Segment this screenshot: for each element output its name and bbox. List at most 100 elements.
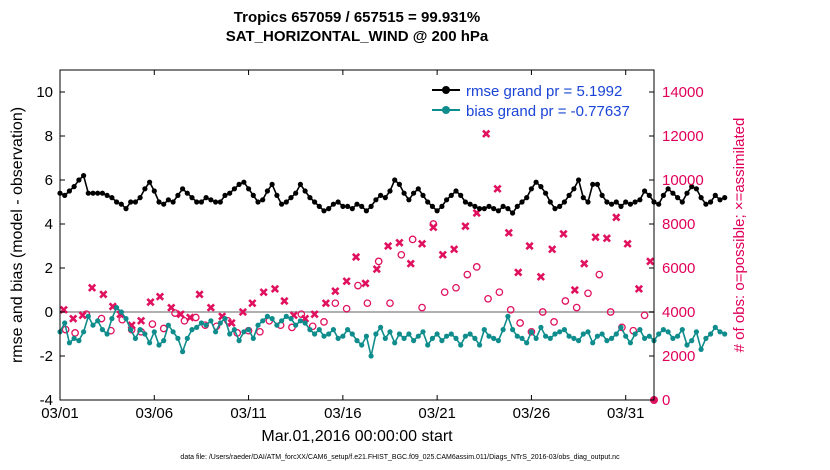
bias-marker [467, 331, 473, 337]
rmse-marker [255, 199, 261, 205]
rmse-marker [387, 188, 393, 194]
obs-possible-marker [397, 250, 406, 259]
obs-assimilated-stroke [482, 129, 491, 138]
rmse-marker [415, 186, 421, 192]
obs-possible-marker [386, 299, 394, 308]
obs-possible-marker [418, 303, 426, 312]
bias-marker [594, 333, 601, 339]
rmse-marker [698, 195, 704, 201]
bias-marker [722, 331, 728, 337]
rmse-marker [599, 192, 605, 198]
bias-marker [439, 338, 445, 344]
obs-assimilated-marker [310, 310, 319, 319]
rmse-marker [326, 206, 332, 212]
rmse-marker [208, 197, 214, 203]
bias-marker [297, 318, 303, 324]
obs-assimilated-stroke [342, 277, 351, 286]
rmse-marker [519, 199, 525, 205]
rmse-marker [236, 181, 242, 187]
rmse-marker [632, 199, 638, 205]
bias-marker [175, 335, 181, 341]
obs-assimilated-stroke [591, 233, 600, 242]
bias-marker [104, 331, 110, 337]
obs-assimilated-marker [146, 297, 155, 307]
bias-marker [165, 322, 171, 328]
obs-assimilated-stroke [185, 313, 195, 322]
bias-marker [637, 327, 643, 333]
y-tick-label: 8 [45, 128, 53, 145]
obs-assimilated-stroke [612, 213, 621, 222]
rmse-marker [293, 190, 299, 196]
rmse-marker [514, 203, 520, 209]
rmse-marker [703, 201, 709, 207]
bias-marker [425, 342, 431, 348]
obs-possible-marker [320, 318, 328, 326]
obs-assimilated-marker [461, 222, 470, 231]
y-axis-left: -4 -2 0 2 4 6 8 10 [36, 84, 65, 409]
rmse-marker [85, 190, 91, 196]
bias-marker [717, 329, 723, 335]
obs-possible-marker [342, 304, 351, 313]
bias-marker [571, 335, 577, 341]
bias-marker [142, 331, 148, 337]
obs-assimilated-marker [548, 245, 557, 254]
obs-possible-marker [408, 235, 417, 244]
bias-marker [462, 333, 468, 339]
rmse-marker [590, 181, 596, 187]
bias-marker [646, 333, 652, 339]
bias-marker [123, 316, 129, 322]
rmse-marker [472, 203, 478, 209]
obs-possible-marker [527, 327, 536, 336]
bias-marker [213, 329, 219, 335]
x-tick-label: 03/26 [513, 405, 551, 422]
obs-assimilated-stroke [310, 310, 319, 319]
bias-marker [378, 324, 384, 330]
obs-assimilated-marker [395, 238, 404, 247]
bias-marker [519, 335, 525, 341]
rmse-marker [382, 195, 388, 201]
rmse-marker [71, 184, 77, 190]
rmse-marker [156, 199, 162, 205]
rmse-marker [203, 195, 209, 201]
obs-possible-marker [297, 310, 306, 319]
bias-marker [675, 333, 681, 339]
y-tick-label: -2 [40, 348, 53, 365]
rmse-marker [368, 203, 374, 209]
rmse-marker [189, 195, 195, 201]
rmse-marker [147, 179, 153, 185]
bias-marker [396, 331, 402, 337]
rmse-marker [184, 190, 190, 196]
obs-assimilated-stroke [646, 257, 655, 266]
obs-assimilated-stroke [525, 241, 534, 251]
obs-assimilated-stroke [301, 314, 310, 323]
bias-marker [524, 340, 530, 346]
rmse-marker [712, 192, 718, 198]
obs-possible-marker [550, 318, 558, 326]
rmse-marker [533, 179, 539, 185]
bias-marker [444, 333, 450, 339]
legend-rmse-label: rmse grand pr = 5.1992 [466, 83, 622, 100]
obs-assimilated-marker [167, 303, 176, 312]
rmse-marker [354, 201, 360, 207]
rmse-marker [486, 203, 492, 209]
obs-assimilated-marker [351, 252, 361, 262]
rmse-marker [627, 201, 634, 207]
obs-assimilated-stroke [195, 290, 204, 299]
rmse-marker [406, 197, 412, 203]
obs-assimilated-stroke [227, 318, 236, 328]
rmse-marker [411, 190, 417, 196]
y2-tick-label: 14000 [662, 84, 704, 101]
x-tick-label: 03/31 [607, 405, 645, 422]
bias-marker [472, 335, 478, 341]
bias-marker [576, 338, 582, 344]
y2-tick-label: 6000 [662, 260, 695, 277]
rmse-marker [217, 199, 223, 205]
rmse-marker [330, 201, 336, 207]
bias-marker [81, 329, 87, 335]
rmse-marker [194, 199, 200, 205]
rmse-marker [114, 199, 120, 205]
obs-possible-marker [191, 313, 200, 322]
rmse-marker [477, 206, 483, 212]
bias-marker [627, 340, 634, 346]
obs-assimilated-marker [559, 229, 568, 239]
